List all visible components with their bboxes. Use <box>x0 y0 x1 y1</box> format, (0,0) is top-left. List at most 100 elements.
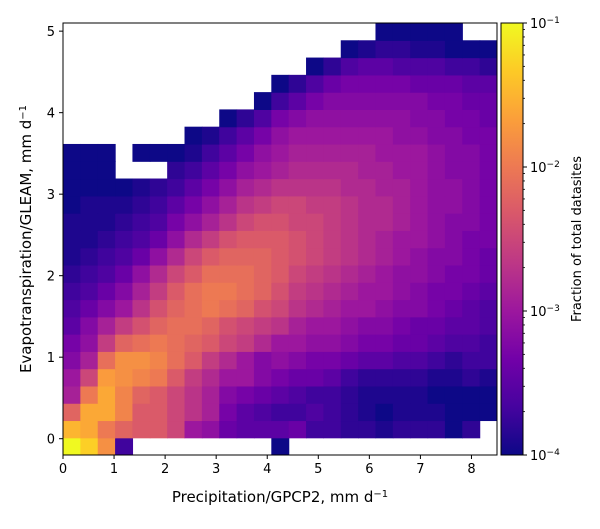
heatmap-cell <box>479 403 497 422</box>
heatmap-cell <box>375 282 394 301</box>
heatmap-cell <box>63 264 81 283</box>
heatmap-cell <box>115 282 134 301</box>
heatmap-cell <box>340 143 359 162</box>
heatmap-cell <box>167 143 186 162</box>
heatmap-cell <box>323 334 342 352</box>
heatmap-cell <box>375 178 394 197</box>
heatmap-cell <box>392 230 411 249</box>
heatmap-cells <box>63 23 497 455</box>
heatmap-cell <box>80 420 99 439</box>
heatmap-cell <box>358 57 377 76</box>
colorbar-axis: 10−4 10−3 10−2 10−1 <box>523 16 560 464</box>
heatmap-cell <box>392 282 411 301</box>
heatmap-cell <box>358 126 377 145</box>
x-tick-label: 8 <box>467 462 475 477</box>
heatmap-cell <box>253 351 272 370</box>
heatmap-cell <box>427 161 446 180</box>
heatmap-cell <box>97 420 116 439</box>
heatmap-cell <box>444 299 463 318</box>
heatmap-cell <box>444 351 463 370</box>
heatmap-cell <box>427 299 446 318</box>
heatmap-cell <box>462 368 481 387</box>
heatmap-cell <box>97 334 116 352</box>
heatmap-cell <box>392 40 411 59</box>
heatmap-cell <box>184 385 203 404</box>
heatmap-cell <box>219 195 238 214</box>
heatmap-cell <box>444 57 463 76</box>
y-tick-label: 1 <box>47 351 55 366</box>
heatmap-cell <box>288 368 307 387</box>
heatmap-cell <box>392 74 411 93</box>
heatmap-cell <box>219 178 238 197</box>
heatmap-cell <box>410 403 429 422</box>
heatmap-cell <box>444 74 463 93</box>
heatmap-cell <box>80 351 99 370</box>
heatmap-cell <box>149 143 168 162</box>
heatmap-cell <box>323 74 342 93</box>
heatmap-cell <box>115 420 134 439</box>
heatmap-cell <box>167 230 186 249</box>
heatmap-cell <box>271 143 290 162</box>
heatmap-cell <box>375 126 394 145</box>
heatmap-cell <box>479 92 497 110</box>
heatmap-cell <box>427 74 446 93</box>
heatmap-cell <box>236 161 255 180</box>
heatmap-cell <box>444 403 463 422</box>
heatmap-cell <box>462 74 481 93</box>
heatmap-cell <box>462 126 481 145</box>
plot-frame <box>62 22 498 456</box>
heatmap-cell <box>80 299 99 318</box>
x-tick-label: 3 <box>212 462 220 477</box>
heatmap-cell <box>306 351 324 370</box>
y-tick-label: 0 <box>47 433 55 448</box>
heatmap-cell <box>253 213 272 231</box>
heatmap-cell <box>392 23 411 41</box>
heatmap-cell <box>410 74 429 93</box>
heatmap-cell <box>306 299 324 318</box>
heatmap-cell <box>375 92 394 110</box>
heatmap-cell <box>444 195 463 214</box>
heatmap-cell <box>271 368 290 387</box>
heatmap-cell <box>306 334 324 352</box>
heatmap-cell <box>410 23 429 41</box>
heatmap-cell <box>271 437 290 455</box>
heatmap-cell <box>410 57 429 76</box>
heatmap-cell <box>253 143 272 162</box>
heatmap-cell <box>132 264 151 283</box>
heatmap-cell <box>236 230 255 249</box>
heatmap-cell <box>306 74 324 93</box>
heatmap-cell <box>323 195 342 214</box>
heatmap-cell <box>392 126 411 145</box>
heatmap-cell <box>201 247 220 266</box>
heatmap-cell <box>462 316 481 335</box>
heatmap-cell <box>132 403 151 422</box>
heatmap-cell <box>236 334 255 352</box>
heatmap-cell <box>306 161 324 180</box>
heatmap-cell <box>392 92 411 110</box>
heatmap-cell <box>323 109 342 128</box>
heatmap-cell <box>80 316 99 335</box>
heatmap-cell <box>323 403 342 422</box>
heatmap-cell <box>462 213 481 231</box>
heatmap-cell <box>149 420 168 439</box>
heatmap-cell <box>236 420 255 439</box>
heatmap-cell <box>392 420 411 439</box>
heatmap-cell <box>306 178 324 197</box>
heatmap-cell <box>358 143 377 162</box>
heatmap-cell <box>427 178 446 197</box>
heatmap-cell <box>271 420 290 439</box>
heatmap-cell <box>271 195 290 214</box>
heatmap-cell <box>306 57 324 76</box>
heatmap-cell <box>479 74 497 93</box>
heatmap-cell <box>271 385 290 404</box>
heatmap-cell <box>392 178 411 197</box>
heatmap-cell <box>340 282 359 301</box>
heatmap-cell <box>462 351 481 370</box>
heatmap-cell <box>63 195 81 214</box>
heatmap-cell <box>392 316 411 335</box>
heatmap-cell <box>80 161 99 180</box>
heatmap-cell <box>236 351 255 370</box>
heatmap-cell <box>271 299 290 318</box>
heatmap-cell <box>340 351 359 370</box>
heatmap-cell <box>167 178 186 197</box>
